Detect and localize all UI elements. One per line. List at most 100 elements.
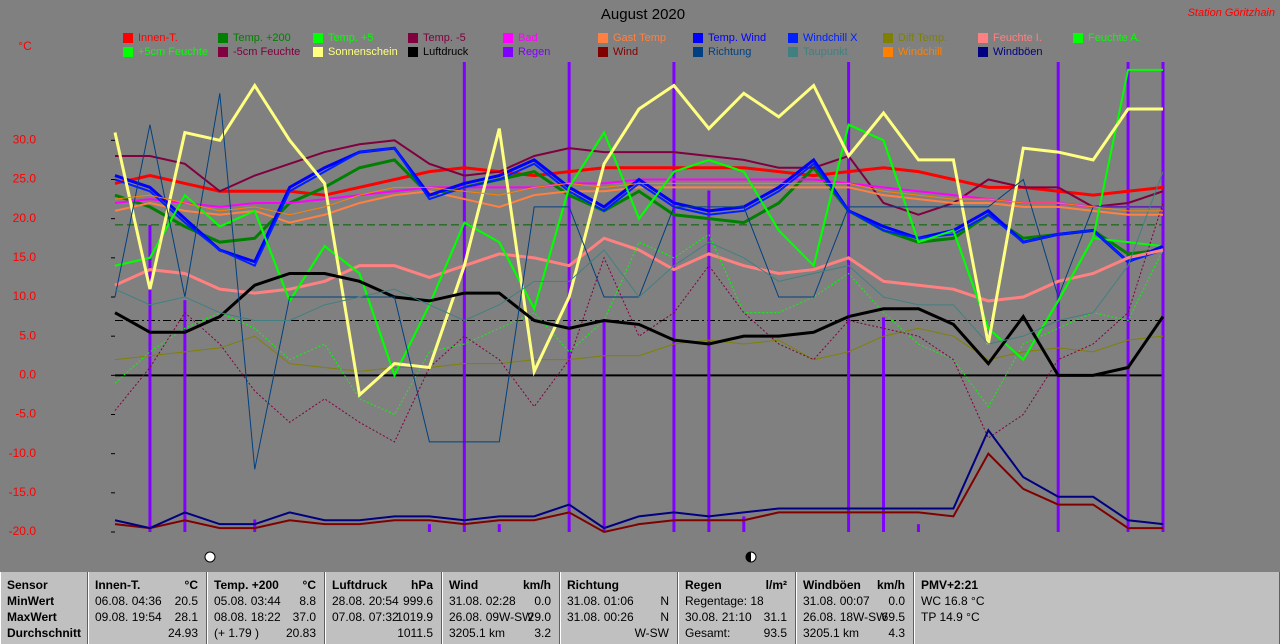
station: Station Göritzhain — [1188, 7, 1275, 19]
table-column: Temp. +200 °C 05.08. 03:44 8.8 08.08. 18:22 3… — [207, 572, 325, 644]
table-column: Sensor MinWert MaxWert Durchschnitt — [0, 572, 88, 644]
y-tick-label: -5.0 — [15, 407, 36, 421]
cell-right: 29.0 — [527, 610, 551, 624]
cell-right: 999.6 — [402, 594, 433, 608]
series-line — [114, 186, 1163, 224]
cell-right: N — [660, 594, 669, 608]
column-unit: °C — [302, 578, 316, 592]
cell-left: 26.08. 18W-SW — [803, 610, 888, 624]
legend-swatch — [313, 47, 323, 57]
legend-label: Feuchte I. — [993, 32, 1042, 44]
cell-left: 08.08. 18:22 — [214, 610, 281, 624]
y-unit: °C — [18, 39, 32, 53]
y-tick-label: 25.0 — [13, 172, 37, 186]
legend-swatch — [218, 33, 228, 43]
rain-bar — [882, 317, 886, 532]
rain-bar — [672, 62, 676, 532]
rain-bar — [847, 62, 851, 532]
column-header: Luftdruck — [332, 578, 388, 592]
y-tick-label: -15.0 — [9, 485, 37, 499]
legend-swatch — [123, 47, 133, 57]
half-moon-shade — [746, 552, 751, 562]
series-line — [114, 202, 1164, 443]
legend-label: Windböen — [993, 46, 1043, 58]
cell-left: 26.08. 09W-SW — [449, 610, 534, 624]
y-tick-label: 20.0 — [13, 211, 37, 225]
cell-left: 07.08. 07:32 — [332, 610, 399, 624]
cell-left: 05.08. 03:44 — [214, 594, 281, 608]
legend-label: Temp. -5 — [423, 32, 466, 44]
legend-label: +5cm Feuchte — [138, 46, 208, 58]
cell-left: TP 14.9 °C — [921, 610, 980, 624]
column-header: Windböen — [803, 578, 861, 592]
column-unit: °C — [184, 578, 198, 592]
cell-right: 93.5 — [763, 626, 787, 640]
cell-right: 28.1 — [174, 610, 198, 624]
legend-swatch — [313, 33, 323, 43]
cell-right: 20.5 — [174, 594, 198, 608]
legend-swatch — [408, 33, 418, 43]
cell-left: (+ 1.79 ) — [214, 626, 260, 640]
table-column: Innen-T. °C 06.08. 04:36 20.5 09.08. 19:54 28… — [88, 572, 207, 644]
series-line — [114, 272, 1165, 377]
y-tick-label: -10.0 — [9, 446, 37, 460]
y-tick-label: -20.0 — [9, 524, 37, 538]
cell-right: 20.83 — [285, 626, 316, 640]
cell-left: 31.08. 02:28 — [449, 594, 516, 608]
legend-swatch — [883, 47, 893, 57]
series-line — [114, 327, 1164, 372]
table-column: Windböen km/h 31.08. 00:07 0.0 26.08. 18W-SW… — [796, 572, 914, 644]
column-unit: l/m² — [765, 578, 787, 592]
rain-bar — [183, 300, 187, 532]
column-header: Sensor — [7, 578, 48, 592]
rain-bar — [1126, 62, 1130, 532]
legend-label: Windchill — [898, 46, 942, 58]
legend-swatch — [1073, 33, 1083, 43]
cell-left: MaxWert — [7, 610, 57, 624]
legend-label: Temp. Wind — [708, 32, 766, 44]
legend-swatch — [788, 33, 798, 43]
cell-left: 09.08. 19:54 — [95, 610, 162, 624]
legend-label: Wind — [613, 46, 638, 58]
y-tick-label: 0.0 — [19, 368, 36, 382]
legend-swatch — [883, 33, 893, 43]
legend-label: Feuchte A. — [1088, 32, 1141, 44]
cell-left: MinWert — [7, 594, 55, 608]
legend-label: Innen-T. — [138, 32, 178, 44]
cell-right: 3.2 — [534, 626, 551, 640]
legend-swatch — [978, 47, 988, 57]
cell-right: W-SW — [634, 626, 669, 640]
rain-bar — [148, 224, 152, 532]
cell-right: 1011.5 — [397, 626, 433, 640]
y-tick-label: 30.0 — [13, 133, 37, 147]
full-moon — [204, 551, 216, 563]
series-line — [114, 68, 1163, 378]
column-header: Richtung — [567, 578, 619, 592]
legend-label: Gast Temp — [613, 32, 666, 44]
chart-title: August 2020 — [601, 6, 685, 23]
series-line — [114, 452, 1163, 534]
legend-swatch — [503, 33, 513, 43]
series-line — [114, 233, 1164, 416]
cell-left: Gesamt: — [685, 626, 731, 640]
legend-label: Richtung — [708, 46, 751, 58]
cell-right: 0.0 — [534, 594, 551, 608]
cell-left: 06.08. 04:36 — [95, 594, 162, 608]
cell-right: 31.1 — [763, 610, 787, 624]
column-header: Wind — [449, 578, 479, 592]
legend-swatch — [123, 33, 133, 43]
series-line — [113, 82, 1163, 398]
column-unit: km/h — [522, 578, 551, 592]
cell-right: 24.93 — [167, 626, 198, 640]
legend-swatch — [503, 47, 513, 57]
cell-left: 30.08. 21:10 — [685, 610, 752, 624]
column-header: PMV+2:21 — [921, 578, 979, 592]
legend-swatch — [598, 47, 608, 57]
rain-bar — [462, 62, 466, 532]
rain-bar — [602, 320, 606, 532]
legend-swatch — [788, 47, 798, 57]
rain-bar — [707, 190, 711, 532]
series-line — [114, 428, 1164, 530]
stats-table: Sensor MinWert MaxWert Durchschnitt Innen-T.… — [0, 572, 1280, 644]
legend-label: Temp. +5 — [328, 32, 374, 44]
